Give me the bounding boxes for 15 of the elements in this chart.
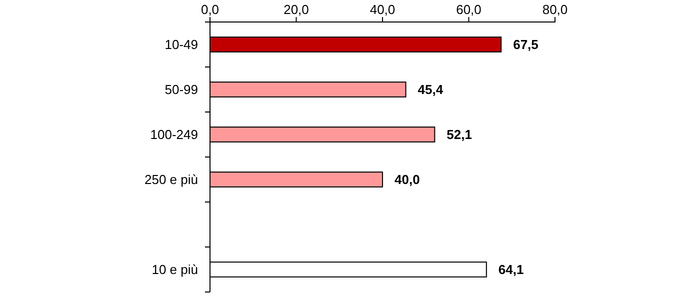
data-label: 67,5	[513, 37, 538, 52]
y-tick-label: 50-99	[164, 82, 198, 98]
data-label: 40,0	[394, 172, 420, 188]
x-tick-label: 40,0	[370, 2, 396, 17]
data-label: 64,1	[498, 262, 524, 278]
x-tick-label: 80,0	[542, 2, 568, 17]
y-tick-label: 100-249	[150, 127, 198, 142]
x-tick-label: 20,0	[284, 2, 309, 17]
data-label: 45,4	[418, 82, 444, 98]
data-label: 52,1	[446, 127, 472, 142]
x-tick-label: 60,0	[456, 2, 482, 17]
y-tick-label: 10-49	[164, 37, 198, 52]
x-tick-label: 0,0	[200, 2, 220, 17]
y-tick-label: 10 e più	[152, 262, 198, 278]
y-tick-label: 250 e più	[144, 172, 198, 188]
